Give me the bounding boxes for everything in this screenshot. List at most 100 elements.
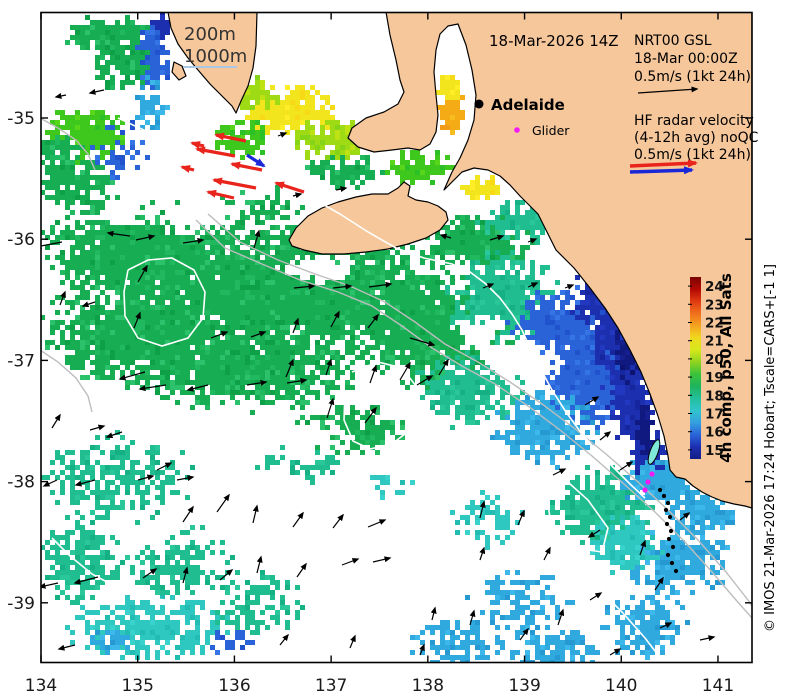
model-current-arrow [88, 88, 105, 95]
mooring-track-dot [665, 500, 671, 506]
model-current-arrow [564, 284, 575, 290]
model-current-arrow [277, 132, 288, 138]
kangaroo-island [288, 181, 449, 255]
front-contour [51, 537, 167, 601]
model-current-arrow [517, 509, 525, 526]
model-current-arrow [54, 92, 67, 99]
model-current-arrow [519, 627, 529, 641]
front-contour [123, 257, 206, 347]
model-current-arrow [41, 241, 63, 249]
model-current-arrow [186, 384, 209, 392]
hf-legend-line2: (4-12h avg) noQC [634, 130, 759, 146]
model-current-arrow [349, 634, 356, 649]
model-current-arrow [293, 283, 316, 290]
model-current-arrow [368, 281, 393, 288]
x-axis-tick-label: 137 [315, 676, 347, 696]
model-current-arrow [89, 424, 106, 431]
hf-radar-arrow [190, 141, 205, 149]
model-current-arrow [416, 375, 434, 386]
model-current-arrow [142, 568, 158, 579]
model-current-arrow [482, 283, 495, 289]
model-current-arrow [137, 264, 148, 283]
model-current-arrow [619, 461, 634, 471]
model-current-arrow [138, 384, 167, 392]
model-current-arrow [41, 582, 59, 589]
model-current-arrow [430, 606, 437, 621]
mooring-track-dot [673, 568, 679, 574]
model-current-arrow [479, 546, 486, 561]
model-current-arrow [219, 569, 234, 581]
isobath-contour [41, 117, 96, 171]
hf-legend-line3: 0.5m/s (1kt 24h) [634, 147, 751, 163]
hf-radar-arrow [195, 146, 236, 158]
coastal-lagoon [647, 439, 661, 465]
model-current-arrow [367, 313, 379, 329]
y-axis-tick-label: -35 [7, 109, 35, 129]
model-current-arrow [176, 475, 195, 481]
mooring-track-dot [665, 552, 671, 558]
model-scale-arrow-icon [637, 86, 699, 94]
front-contour [547, 474, 609, 553]
model-current-arrow [250, 331, 267, 338]
model-current-arrow [326, 397, 335, 419]
y-axis-tick-label: -36 [7, 230, 35, 250]
model-current-arrow [59, 290, 66, 306]
model-current-arrow [133, 311, 141, 329]
model-current-arrow [51, 413, 61, 429]
model-current-arrow [253, 229, 261, 249]
eyre-peninsula [167, 12, 258, 114]
model-current-arrow [73, 576, 99, 585]
model-current-arrow [335, 186, 348, 193]
axes-frame: 134 135 136 137 138 139 140 141 -35 -36 -37 -38 -39 2… [7, 11, 753, 696]
model-current-arrow [182, 237, 205, 244]
hf-radar-arrow-blue [246, 153, 266, 168]
model-current-arrow [332, 513, 344, 529]
mooring-track-dot [664, 521, 670, 527]
model-current-arrow [469, 609, 476, 626]
model-current-arrow [332, 283, 353, 290]
glider-track-dot [642, 487, 648, 493]
colorbar-tick-label: 19 [705, 370, 724, 386]
model-current-arrow [57, 644, 76, 651]
hf-radar-arrow [180, 165, 195, 173]
model-current-arrow [679, 512, 691, 521]
model-current-arrow [372, 556, 392, 563]
model-current-arrow [156, 462, 173, 471]
front-contour [41, 377, 75, 421]
model-current-arrow [654, 576, 664, 591]
model-current-arrow [81, 301, 96, 308]
model-current-arrow [42, 479, 58, 487]
front-contour [343, 361, 420, 450]
isobath-contour [207, 213, 752, 607]
glider-track-dot [649, 471, 655, 477]
glider-track-dot [645, 479, 651, 485]
isobath-contour [195, 219, 752, 619]
model-current-arrow [527, 282, 539, 288]
model-current-arrow [584, 396, 600, 406]
colorbar-tick-label: 22 [705, 316, 724, 332]
colorbar-tick-label: 16 [705, 425, 724, 441]
model-current-arrow [527, 238, 538, 244]
model-current-arrow [118, 371, 146, 381]
colorbar-tick-label: 20 [705, 352, 724, 368]
colorbar-tick-label: 21 [705, 334, 724, 350]
hf-radar-arrow [212, 177, 257, 190]
land-masses [167, 12, 752, 509]
model-current-arrow [252, 504, 259, 524]
hf-radar-arrow [230, 161, 263, 172]
mooring-track-dot [668, 528, 674, 534]
model-current-arrow [419, 643, 425, 656]
depth-legend-200m: 200m [184, 24, 236, 45]
city-label: Adelaide [491, 96, 565, 114]
model-current-arrow [74, 479, 96, 487]
glider-label: Glider [532, 123, 570, 138]
colorbar-tick-label: 17 [705, 407, 724, 423]
mooring-track-dot [663, 507, 669, 513]
hf-radar-arrow [274, 181, 305, 194]
model-current-arrow [369, 364, 377, 384]
hf-radar-arrow [206, 189, 235, 200]
model-current-arrow [256, 555, 263, 574]
hf-scale-arrow-blue-icon [629, 166, 694, 175]
model-current-arrow [137, 474, 155, 481]
